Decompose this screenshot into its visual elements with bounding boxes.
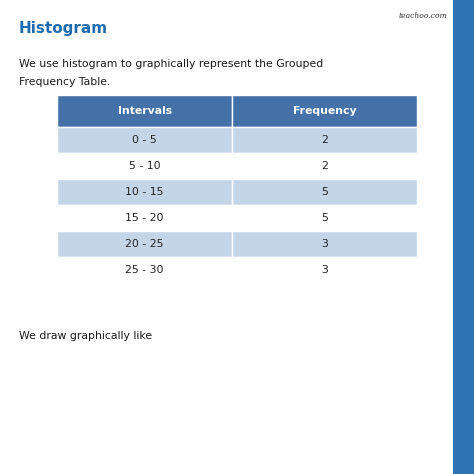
Text: 0 - 5: 0 - 5: [132, 135, 157, 145]
Bar: [232, 179, 417, 205]
Text: 5 - 10: 5 - 10: [129, 161, 160, 171]
Bar: [57, 179, 232, 205]
Bar: [57, 127, 232, 153]
Bar: [232, 95, 417, 127]
Text: 15 - 20: 15 - 20: [125, 213, 164, 223]
Text: 25 - 30: 25 - 30: [125, 265, 164, 275]
Text: 5: 5: [321, 213, 328, 223]
Text: 2: 2: [321, 135, 328, 145]
Text: 3: 3: [321, 239, 328, 249]
Text: 2: 2: [321, 161, 328, 171]
Text: 3: 3: [321, 265, 328, 275]
Text: Frequency Table.: Frequency Table.: [19, 77, 110, 87]
Bar: [232, 205, 417, 231]
Bar: [232, 153, 417, 179]
Bar: [57, 205, 232, 231]
Text: 20 - 25: 20 - 25: [125, 239, 164, 249]
Text: Frequency: Frequency: [293, 106, 356, 116]
Bar: [57, 153, 232, 179]
Text: We draw graphically like: We draw graphically like: [19, 331, 152, 341]
Bar: [232, 127, 417, 153]
Text: We use histogram to graphically represent the Grouped: We use histogram to graphically represen…: [19, 59, 323, 69]
Text: Intervals: Intervals: [118, 106, 172, 116]
Bar: [57, 231, 232, 257]
Text: teachoo.com: teachoo.com: [399, 12, 448, 20]
Bar: [57, 95, 232, 127]
Bar: [232, 231, 417, 257]
Text: Histogram: Histogram: [19, 21, 108, 36]
Text: 5: 5: [321, 187, 328, 197]
Text: 10 - 15: 10 - 15: [125, 187, 164, 197]
Bar: [453, 0, 474, 474]
Bar: [57, 257, 232, 283]
Bar: [232, 257, 417, 283]
